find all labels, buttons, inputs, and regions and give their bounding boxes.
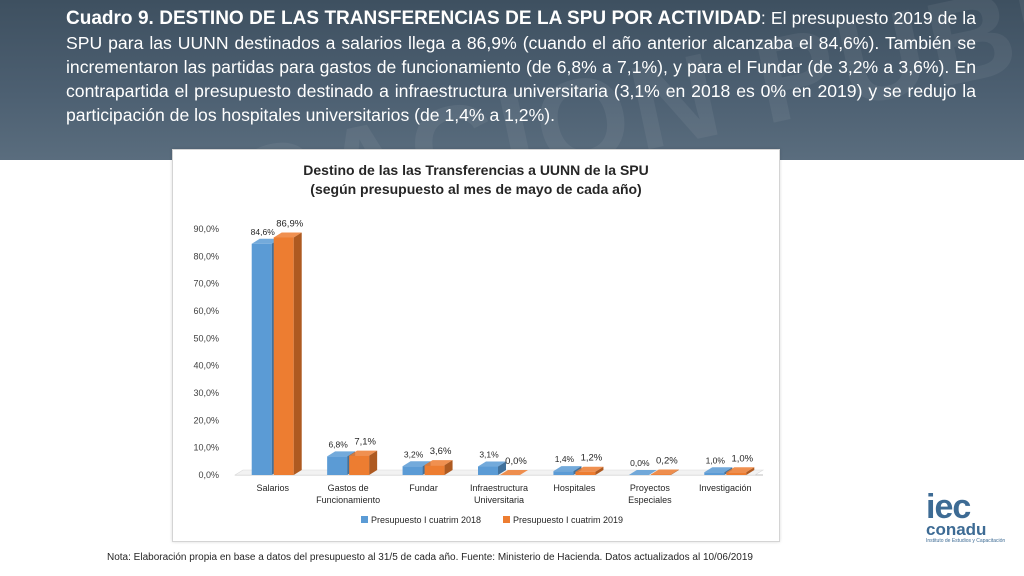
x-tick-label: Fundar (409, 483, 438, 493)
data-label-series1: 3,2% (404, 449, 424, 459)
data-label-series1: 84,6% (251, 227, 276, 237)
y-tick-label: 20,0% (193, 415, 219, 425)
bar-top-series1 (628, 470, 657, 475)
y-tick-label: 70,0% (193, 279, 219, 289)
data-label-series1: 3,1% (479, 450, 499, 460)
bar-series1 (251, 243, 272, 475)
slide-body: : El presupuesto 2019 de la SPU para las… (66, 8, 976, 125)
logo-sub: conadu (926, 520, 987, 539)
legend-swatch-series1 (361, 516, 368, 523)
y-tick-label: 30,0% (193, 388, 219, 398)
y-tick-label: 60,0% (193, 306, 219, 316)
slide-description: Cuadro 9. DESTINO DE LAS TRANSFERENCIAS … (66, 6, 976, 127)
data-label-series2: 7,1% (354, 437, 376, 448)
bar-series2 (650, 474, 671, 475)
data-label-series2: 3,6% (430, 446, 452, 457)
footnote: Nota: Elaboración propia en base a datos… (107, 552, 753, 563)
chart-subtitle: (según presupuesto al mes de mayo de cad… (310, 181, 642, 197)
data-label-series2: 1,0% (731, 453, 753, 464)
bar-chart: 0,0% 10,0% 20,0% 30,0% 40,0% 50,0% 60,0% 70,0% 8… (193, 218, 765, 525)
data-label-series1: 1,0% (706, 455, 726, 465)
bar-top-series1 (478, 461, 506, 467)
y-tick-label: 10,0% (193, 443, 219, 453)
bar-side-series2 (369, 450, 378, 475)
bar-top-series1 (704, 467, 733, 473)
x-tick-label: Infraestructura (470, 483, 528, 493)
bar-top-series2 (273, 232, 302, 238)
bar-series2 (575, 471, 596, 475)
bar-top-series1 (402, 461, 431, 467)
data-label-series1: 6,8% (328, 439, 348, 449)
y-tick-label: 90,0% (193, 224, 219, 234)
data-label-series2: 0,2% (656, 455, 678, 466)
iec-conadu-logo: iec conadu Instituto de Estudios y Capac… (926, 488, 1016, 544)
x-tick-label: Hospitales (553, 483, 596, 493)
bar-top-series2 (424, 460, 453, 466)
bar-top-series1 (553, 466, 582, 472)
x-tick-label: Especiales (628, 495, 672, 505)
logo-tag: Instituto de Estudios y Capacitación (926, 538, 1006, 544)
data-label-series2: 86,9% (276, 218, 303, 229)
legend-swatch-series2 (503, 516, 510, 523)
bar-top-series2 (575, 466, 604, 472)
logo-main: iec (926, 488, 971, 526)
bar-series1 (327, 456, 348, 475)
x-tick-label: Investigación (699, 483, 752, 493)
data-label-series2: 0,0% (505, 456, 527, 467)
bar-series2 (726, 472, 747, 475)
bar-top-series2 (500, 470, 528, 475)
bar-side-series2 (444, 460, 453, 475)
legend-label-series1: Presupuesto I cuatrim 2018 (371, 515, 481, 525)
bar-series1 (478, 466, 498, 475)
x-tick-label: Proyectos (630, 483, 671, 493)
bar-series2 (273, 237, 294, 475)
bar-series1 (553, 471, 574, 475)
slide-title: Cuadro 9. DESTINO DE LAS TRANSFERENCIAS … (66, 8, 761, 29)
x-tick-label: Gastos de (328, 483, 369, 493)
bar-series2 (349, 455, 370, 475)
y-tick-label: 80,0% (193, 251, 219, 261)
bar-side-series1 (498, 461, 506, 475)
data-label-series1: 1,4% (555, 454, 575, 464)
data-label-series2: 1,2% (581, 453, 603, 464)
x-tick-label: Universitaria (474, 495, 524, 505)
bar-top-series2 (349, 450, 378, 456)
y-tick-label: 0,0% (198, 470, 219, 480)
bar-side-series2 (670, 469, 679, 475)
header-banner: EDUCACION PUBLICA Cuadro 9. DESTINO DE L… (0, 0, 1024, 160)
legend-label-series2: Presupuesto I cuatrim 2019 (513, 515, 623, 525)
y-tick-label: 40,0% (193, 361, 219, 371)
bar-side-series2 (293, 232, 302, 475)
bar-top-series2 (726, 467, 755, 473)
bar-top-series2 (650, 469, 679, 475)
bar-series2 (424, 465, 445, 475)
bar-series1 (402, 466, 423, 475)
chart-panel: Destino de las las Transferencias a UUNN… (172, 149, 780, 542)
y-tick-label: 50,0% (193, 333, 219, 343)
bar-side-series2 (595, 466, 604, 475)
bar-side-series2 (746, 467, 755, 475)
data-label-series1: 0,0% (630, 458, 650, 468)
x-tick-label: Funcionamiento (316, 495, 380, 505)
bar-top-series1 (327, 451, 356, 457)
bar-series1 (704, 472, 725, 475)
bar-top-series1 (251, 238, 280, 244)
x-tick-label: Salarios (256, 483, 289, 493)
chart-title: Destino de las las Transferencias a UUNN… (303, 162, 649, 178)
